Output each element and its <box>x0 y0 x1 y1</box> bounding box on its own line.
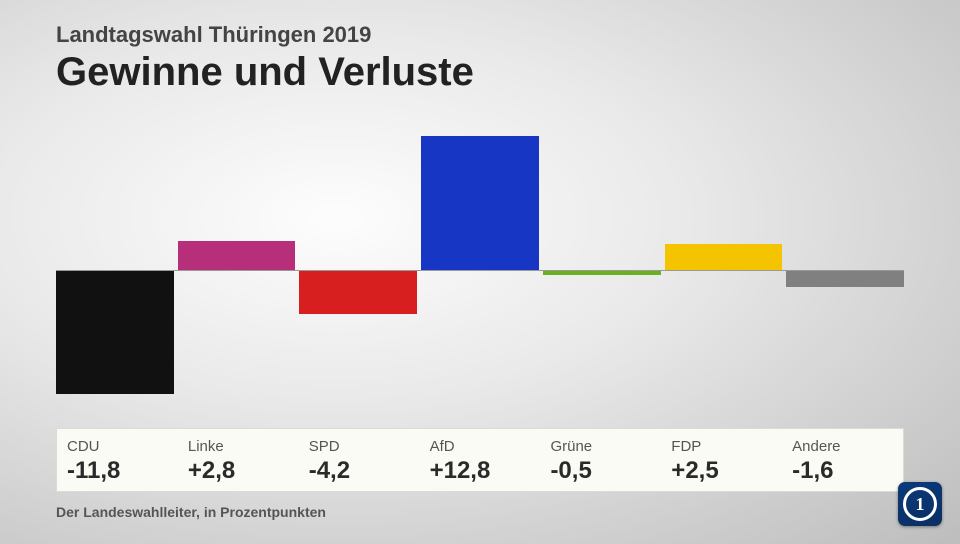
party-value: -11,8 <box>67 457 168 485</box>
page: Landtagswahl Thüringen 2019 Gewinne und … <box>0 0 960 544</box>
chart-area <box>56 130 904 410</box>
data-table: CDU -11,8 Linke +2,8 SPD -4,2 AfD +12,8 Grüne -0,… <box>56 428 904 492</box>
data-col-cdu: CDU -11,8 <box>57 429 178 491</box>
party-value: +2,5 <box>671 457 772 485</box>
party-label: SPD <box>309 438 410 455</box>
party-value: +2,8 <box>188 457 289 485</box>
data-col-andere: Andere -1,6 <box>782 429 903 491</box>
bar-rect <box>299 270 417 314</box>
bars-container <box>56 130 904 410</box>
subtitle: Landtagswahl Thüringen 2019 <box>56 22 474 48</box>
bar-rect <box>56 270 174 394</box>
data-col-linke: Linke +2,8 <box>178 429 299 491</box>
data-col-grüne: Grüne -0,5 <box>540 429 661 491</box>
header: Landtagswahl Thüringen 2019 Gewinne und … <box>56 22 474 95</box>
party-value: -4,2 <box>309 457 410 485</box>
bar-rect <box>178 241 296 270</box>
source-text: Der Landeswahlleiter, in Prozentpunkten <box>56 504 326 520</box>
party-value: -0,5 <box>550 457 651 485</box>
party-label: Linke <box>188 438 289 455</box>
data-col-spd: SPD -4,2 <box>299 429 420 491</box>
data-col-fdp: FDP +2,5 <box>661 429 782 491</box>
broadcaster-logo: 1 <box>898 482 942 526</box>
chart-title: Gewinne und Verluste <box>56 50 474 95</box>
party-value: +12,8 <box>430 457 531 485</box>
baseline <box>56 270 904 271</box>
data-col-afd: AfD +12,8 <box>420 429 541 491</box>
party-label: Grüne <box>550 438 651 455</box>
party-label: CDU <box>67 438 168 455</box>
broadcaster-logo-glyph: 1 <box>903 487 937 521</box>
party-label: Andere <box>792 438 893 455</box>
bar-rect <box>786 270 904 287</box>
party-value: -1,6 <box>792 457 893 485</box>
bar-rect <box>421 136 539 270</box>
party-label: AfD <box>430 438 531 455</box>
bar-rect <box>665 244 783 270</box>
party-label: FDP <box>671 438 772 455</box>
